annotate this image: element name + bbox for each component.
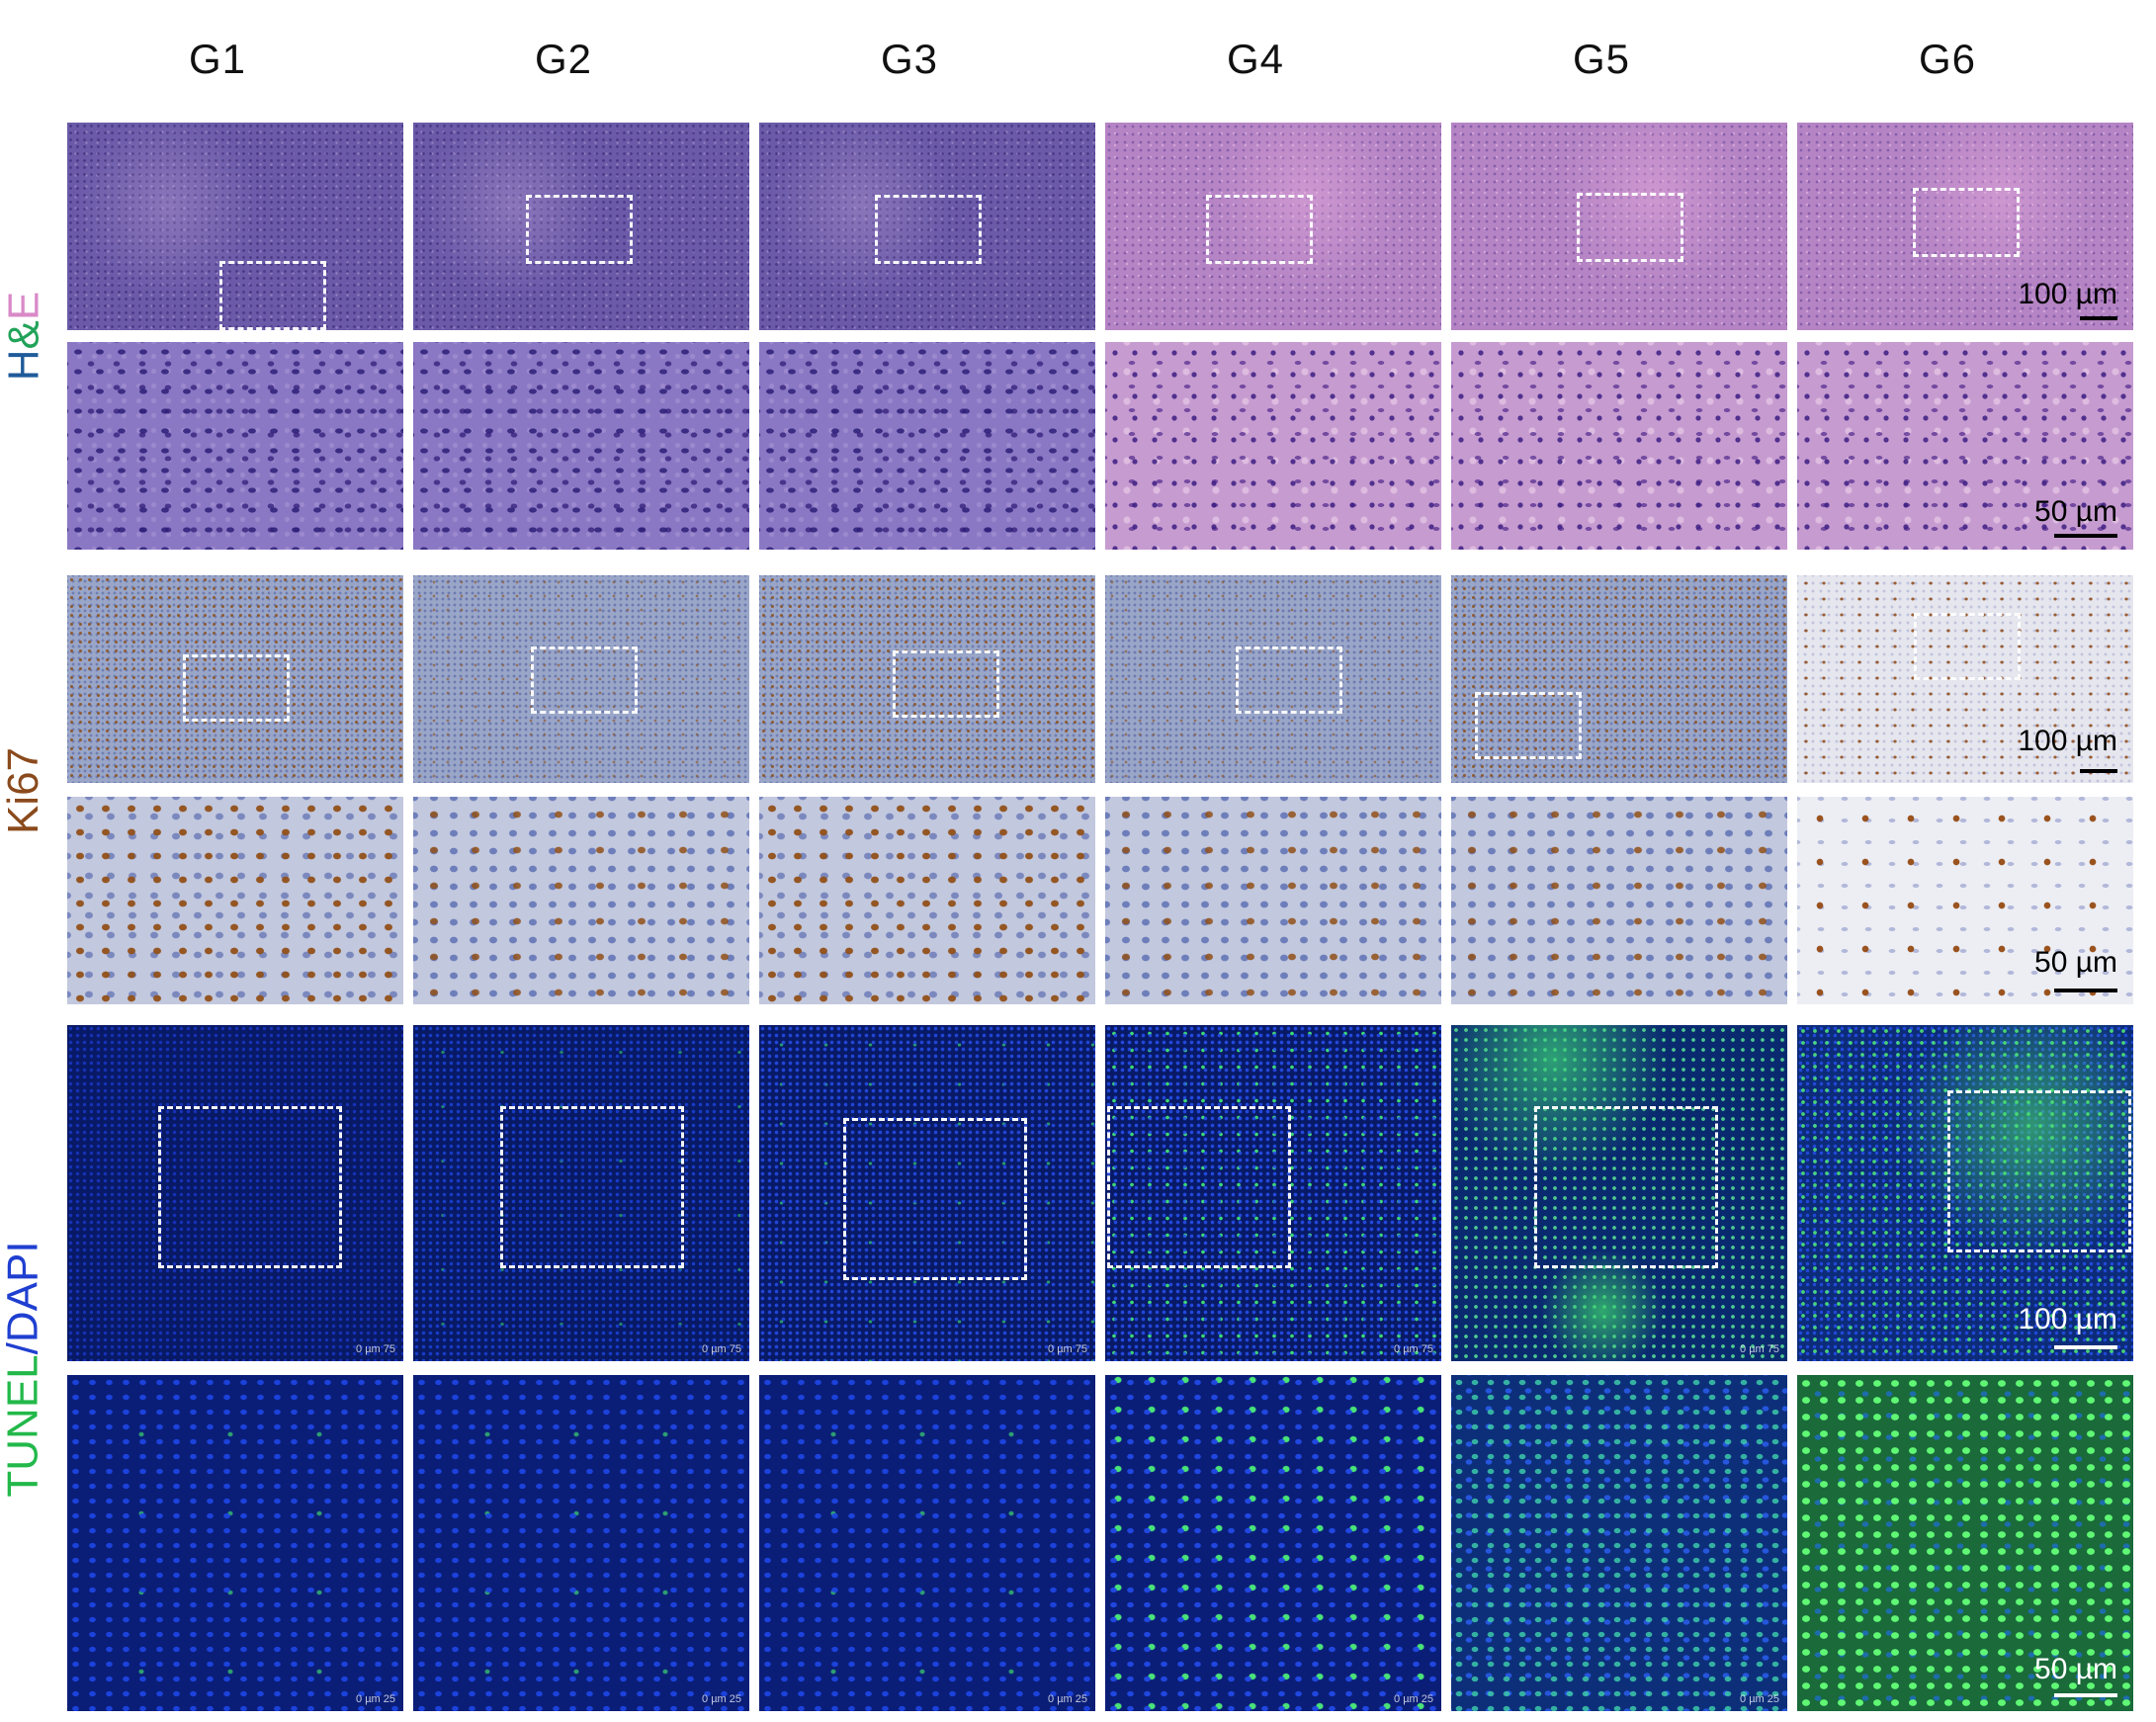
roi-box <box>1107 1106 1291 1268</box>
ki-low-g5 <box>1451 575 1787 783</box>
row-label-tunel: TUNEL/DAPI <box>0 1023 47 1715</box>
tunel-label: TUNEL <box>0 1354 47 1498</box>
ki-low-g1 <box>67 575 403 783</box>
column-header-g2: G2 <box>534 36 593 82</box>
roi-box <box>1534 1106 1718 1268</box>
scale-bar-ki-high: 50 µm <box>2034 947 2117 992</box>
scale-line <box>2054 534 2117 538</box>
column-header-g1: G1 <box>188 36 247 82</box>
column-header-g5: G5 <box>1572 36 1631 82</box>
column-header-g4: G4 <box>1226 36 1285 82</box>
microscope-scale-mark: 0 µm 25 <box>702 1693 741 1705</box>
scale-text: 50 µm <box>2034 946 2117 979</box>
microscope-scale-mark: 0 µm 75 <box>1394 1343 1433 1355</box>
microscope-scale-mark: 0 µm 25 <box>1394 1693 1433 1705</box>
roi-box <box>531 646 638 714</box>
ki-high-g2 <box>413 797 749 1004</box>
microscope-scale-mark: 0 µm 75 <box>356 1343 395 1355</box>
scale-text: 50 µm <box>2034 1653 2117 1685</box>
row-label-he: H&E <box>0 119 47 554</box>
ki-high-g3 <box>759 797 1095 1004</box>
tunel-low-g6: 100 µm <box>1797 1025 2133 1361</box>
row-label-ki67: Ki67 <box>0 573 48 1008</box>
ki-high-g4 <box>1105 797 1441 1004</box>
he-high-g5 <box>1451 342 1787 550</box>
he-label-e: E <box>0 291 47 321</box>
ki-low-g6: 100 µm <box>1797 575 2133 783</box>
scale-text: 100 µm <box>2018 1303 2117 1335</box>
tunel-high-g6: 50 µm <box>1797 1375 2133 1711</box>
he-low-g2 <box>413 123 749 330</box>
scale-line <box>2054 989 2117 992</box>
he-high-g1 <box>67 342 403 550</box>
tunel-low-g2: 0 µm 75 <box>413 1025 749 1361</box>
scale-line <box>2080 769 2117 773</box>
scale-line <box>2054 1693 2117 1697</box>
he-low-g1 <box>67 123 403 330</box>
roi-box <box>1475 692 1582 759</box>
ki-low-g4 <box>1105 575 1441 783</box>
microscope-scale-mark: 0 µm 75 <box>1740 1343 1779 1355</box>
roi-box <box>1206 195 1313 264</box>
tunel-high-g1: 0 µm 25 <box>67 1375 403 1711</box>
microscope-scale-mark: 0 µm 75 <box>702 1343 741 1355</box>
he-high-g6: 50 µm <box>1797 342 2133 550</box>
scale-text: 100 µm <box>2018 725 2117 757</box>
roi-box <box>843 1118 1027 1280</box>
roi-box <box>875 195 982 264</box>
roi-box <box>1914 613 2021 680</box>
column-header-g6: G6 <box>1918 36 1977 82</box>
scale-line <box>2080 316 2117 320</box>
roi-box <box>526 195 633 264</box>
microscope-scale-mark: 0 µm 25 <box>1048 1693 1087 1705</box>
column-header-g3: G3 <box>880 36 939 82</box>
tunel-high-g2: 0 µm 25 <box>413 1375 749 1711</box>
tunel-high-g3: 0 µm 25 <box>759 1375 1095 1711</box>
he-low-g6: 100 µm <box>1797 123 2133 330</box>
he-high-g2 <box>413 342 749 550</box>
ki-low-g2 <box>413 575 749 783</box>
tunel-slash: / <box>0 1342 47 1355</box>
tunel-low-g3: 0 µm 75 <box>759 1025 1095 1361</box>
scale-line <box>2054 1345 2117 1349</box>
he-high-g3 <box>759 342 1095 550</box>
ki-high-g1 <box>67 797 403 1004</box>
roi-box <box>183 654 290 722</box>
tunel-high-g5: 0 µm 25 <box>1451 1375 1787 1711</box>
roi-box <box>158 1106 342 1268</box>
he-high-g4 <box>1105 342 1441 550</box>
scale-bar-he-low: 100 µm <box>2018 279 2117 320</box>
he-label-h: H <box>0 349 47 382</box>
ki-high-g5 <box>1451 797 1787 1004</box>
ki-low-g3 <box>759 575 1095 783</box>
microscope-scale-mark: 0 µm 25 <box>1740 1693 1779 1705</box>
roi-box <box>1236 646 1342 714</box>
roi-box <box>500 1106 684 1268</box>
tunel-low-g5: 0 µm 75 <box>1451 1025 1787 1361</box>
scale-text: 100 µm <box>2018 278 2117 310</box>
he-low-g5 <box>1451 123 1787 330</box>
microscope-scale-mark: 0 µm 25 <box>356 1693 395 1705</box>
ki-high-g6: 50 µm <box>1797 797 2133 1004</box>
scale-bar-he-high: 50 µm <box>2034 496 2117 538</box>
roi-box <box>1947 1090 2131 1252</box>
tunel-high-g4: 0 µm 25 <box>1105 1375 1441 1711</box>
he-low-g4 <box>1105 123 1441 330</box>
scale-text: 50 µm <box>2034 495 2117 528</box>
dapi-label: DAPI <box>0 1241 47 1343</box>
he-label-amp: & <box>0 320 47 350</box>
he-low-g3 <box>759 123 1095 330</box>
tunel-low-g4: 0 µm 75 <box>1105 1025 1441 1361</box>
scale-bar-tunel-high: 50 µm <box>2034 1654 2117 1697</box>
roi-box <box>893 650 999 718</box>
microscope-scale-mark: 0 µm 75 <box>1048 1343 1087 1355</box>
roi-box <box>1577 193 1683 262</box>
tunel-low-g1: 0 µm 75 <box>67 1025 403 1361</box>
ki67-label: Ki67 <box>0 746 48 835</box>
scale-bar-ki-low: 100 µm <box>2018 726 2117 773</box>
roi-box <box>219 261 326 330</box>
roi-box <box>1913 188 2020 257</box>
scale-bar-tunel-low: 100 µm <box>2018 1304 2117 1349</box>
